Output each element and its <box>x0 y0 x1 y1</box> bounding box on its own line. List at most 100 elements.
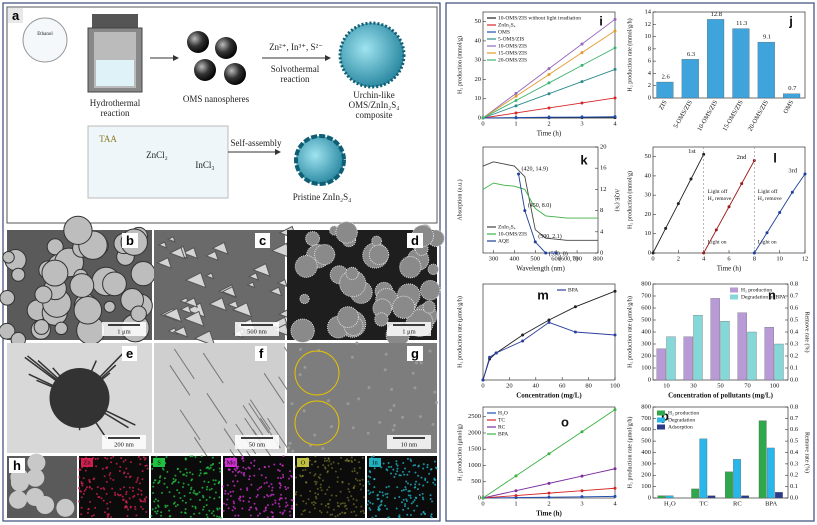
eds-dot <box>139 458 142 461</box>
micrograph: 1 μm <box>287 221 445 348</box>
particle <box>392 295 416 319</box>
x-tick-label: 12 <box>802 255 809 262</box>
y-tick-label: 500 <box>641 438 651 445</box>
eds-dot <box>294 492 297 495</box>
eds-dot <box>172 477 175 480</box>
lattice <box>428 349 432 353</box>
eds-dot <box>429 494 432 497</box>
eds-dot <box>194 505 197 508</box>
eds-dot <box>290 474 293 477</box>
eds-dot <box>243 474 246 477</box>
eds-dot <box>94 458 97 461</box>
flake <box>172 326 189 338</box>
point <box>613 467 617 471</box>
flake <box>182 310 205 328</box>
y-tick-label: 800 <box>641 403 651 410</box>
eds-dot <box>324 467 327 470</box>
lattice <box>329 425 333 429</box>
eds-dot <box>366 503 369 506</box>
point <box>547 481 551 485</box>
lattice <box>392 424 396 428</box>
x-tick-label: 800 <box>593 255 603 262</box>
eds-dot <box>150 463 153 466</box>
eds-dot <box>250 506 253 509</box>
eds-dot <box>369 476 372 479</box>
point <box>533 240 537 244</box>
eds-dot <box>407 494 410 497</box>
eds-dot <box>225 503 228 506</box>
point <box>651 251 655 255</box>
panel-label: i <box>599 13 603 28</box>
eds-dot <box>242 495 245 498</box>
point <box>514 116 518 120</box>
x-axis-label: Concentration (mg/L) <box>516 392 582 400</box>
eds-dot <box>273 463 276 466</box>
eds-dot <box>227 507 230 510</box>
legend-label: OMS <box>498 29 510 35</box>
eds-dot <box>423 512 426 515</box>
eds-dot <box>356 479 359 482</box>
eds-dot <box>165 455 168 458</box>
y-tick-label: 14 <box>645 8 652 15</box>
eds-dot <box>341 481 344 484</box>
eds-dot <box>263 510 266 513</box>
eds-dot <box>80 490 83 493</box>
eds-dot <box>325 459 328 462</box>
x-tick-label: 10 <box>663 382 670 389</box>
data-label: 12.8 <box>711 11 722 18</box>
lattice <box>326 399 330 403</box>
eds-dot <box>288 470 291 473</box>
eds-dot <box>422 463 425 466</box>
eds-dot <box>206 485 209 488</box>
point <box>547 106 551 110</box>
eds-dot <box>258 487 261 490</box>
lattice <box>291 449 295 453</box>
eds-dot <box>352 498 355 501</box>
eds-dot <box>301 475 304 478</box>
y2-tick-label: 0.7 <box>790 415 799 422</box>
eds-dot <box>314 480 317 483</box>
eds-dot <box>401 501 404 504</box>
x-axis-label: Time (h) <box>536 510 562 518</box>
eds-dot <box>144 500 147 503</box>
eds-dot <box>101 467 104 470</box>
scale-label: 200 nm <box>114 441 134 448</box>
eds-dot <box>418 494 421 497</box>
eds-dot <box>352 486 355 489</box>
particle <box>41 259 69 287</box>
point <box>580 42 584 46</box>
eds-dot <box>405 498 408 501</box>
point <box>778 211 782 215</box>
lattice <box>384 352 388 356</box>
eds-dot <box>89 500 92 503</box>
lattice <box>431 422 435 426</box>
plot-frame <box>482 146 599 254</box>
point <box>514 474 518 478</box>
eds-dot <box>205 488 208 491</box>
x-tick-label: ZIS <box>658 99 669 111</box>
eds-dot <box>238 497 241 500</box>
eds-dot <box>314 502 317 505</box>
y-tick-label: 50 <box>475 18 482 25</box>
eds-dot <box>282 476 285 479</box>
eds-dot <box>109 477 112 480</box>
eds-dot <box>248 478 251 481</box>
eds-dot <box>376 493 379 496</box>
point <box>547 115 551 119</box>
fringe-ring <box>294 400 340 446</box>
eds-dot <box>216 515 219 518</box>
eds-dot <box>404 504 407 507</box>
particle <box>102 271 127 297</box>
y2-tick-label: 0.6 <box>790 426 799 433</box>
eds-dot <box>239 496 242 499</box>
point <box>523 209 527 213</box>
eds-dot <box>118 469 121 472</box>
eds-dot <box>354 477 357 480</box>
eds-dot <box>407 507 410 510</box>
x-tick-label: 3 <box>580 120 583 127</box>
eds-dot <box>302 510 305 513</box>
eds-dot <box>271 511 274 514</box>
bar <box>657 495 666 499</box>
lattice <box>390 387 394 391</box>
eds-dot <box>122 499 125 502</box>
